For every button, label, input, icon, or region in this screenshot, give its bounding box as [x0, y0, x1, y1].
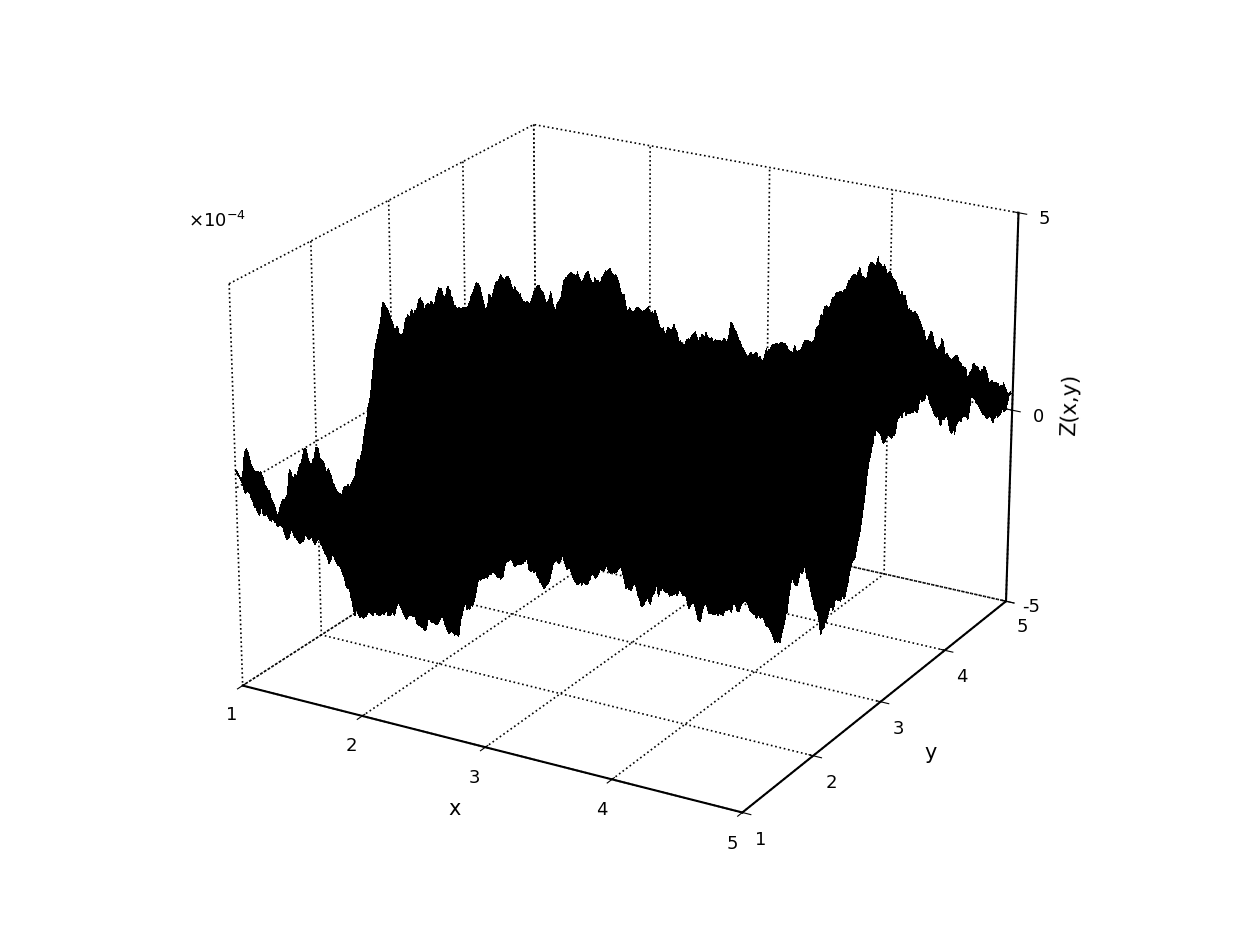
Y-axis label: y: y [925, 743, 937, 763]
X-axis label: x: x [449, 799, 461, 819]
Text: $\times\mathdefault{10}^{-\mathdefault{4}}$: $\times\mathdefault{10}^{-\mathdefault{4… [187, 211, 246, 231]
